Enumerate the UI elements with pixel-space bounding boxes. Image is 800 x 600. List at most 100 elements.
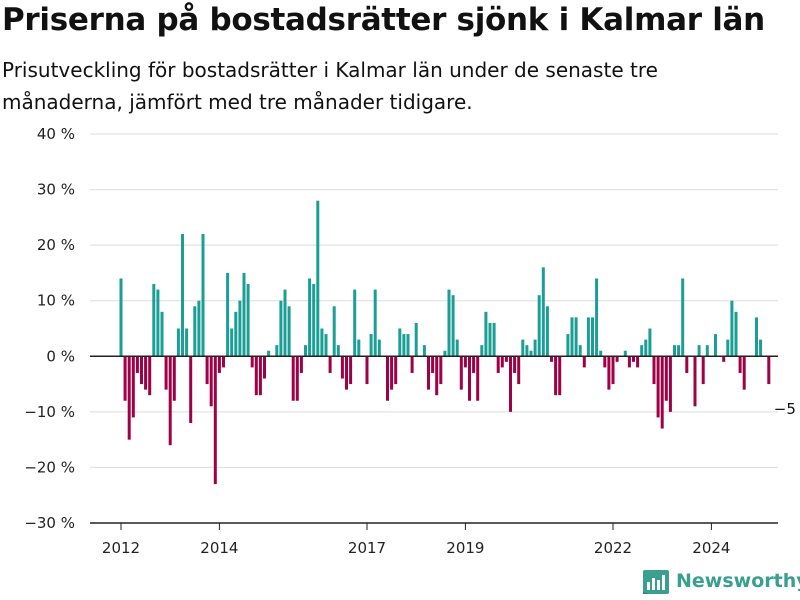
bar xyxy=(439,356,443,385)
bar xyxy=(476,356,480,401)
bar xyxy=(185,328,189,357)
bar xyxy=(156,289,160,357)
y-tick-label: 10 % xyxy=(37,292,75,310)
bar xyxy=(406,334,410,357)
bar xyxy=(582,356,586,368)
bar xyxy=(320,328,324,357)
bar xyxy=(714,334,717,357)
bar xyxy=(250,356,254,368)
bar xyxy=(242,272,246,357)
bar xyxy=(468,356,471,401)
bar xyxy=(402,334,406,357)
bar xyxy=(673,345,676,357)
bar xyxy=(537,295,541,357)
bar xyxy=(209,356,213,407)
bar xyxy=(730,300,734,357)
bar xyxy=(291,356,295,401)
bar xyxy=(414,322,418,357)
bar xyxy=(148,356,152,396)
bar xyxy=(648,328,652,357)
bar xyxy=(636,356,640,368)
bar xyxy=(336,345,340,357)
bar xyxy=(275,345,279,357)
bar xyxy=(181,234,184,357)
bar xyxy=(668,356,672,412)
x-tick-label: 2019 xyxy=(446,539,484,557)
bar xyxy=(463,356,467,368)
bar xyxy=(615,356,619,362)
bar xyxy=(201,234,205,357)
brand-name: Newsworthy xyxy=(676,570,800,592)
bar xyxy=(283,289,287,357)
bar xyxy=(459,356,463,390)
bar xyxy=(258,356,262,396)
bar xyxy=(697,345,701,357)
bar xyxy=(164,356,168,390)
bar xyxy=(373,289,377,357)
bar xyxy=(427,356,430,390)
bar xyxy=(693,356,697,407)
y-tick-label: 20 % xyxy=(37,236,75,254)
bar xyxy=(369,334,373,357)
bar xyxy=(496,356,500,373)
y-tick-label: −20 % xyxy=(24,458,75,476)
bar xyxy=(525,345,529,357)
bar xyxy=(455,339,459,357)
x-tick-label: 2014 xyxy=(200,539,238,557)
bar xyxy=(349,356,353,385)
bar xyxy=(705,345,709,357)
bar xyxy=(217,356,221,373)
bar xyxy=(332,306,336,357)
bar xyxy=(521,339,525,357)
bar xyxy=(390,356,394,390)
bar xyxy=(595,278,599,357)
bar xyxy=(205,356,209,385)
bar xyxy=(578,345,582,357)
bar xyxy=(652,356,656,385)
bars xyxy=(119,200,771,485)
newsworthy-logo: Newsworthy xyxy=(643,568,800,594)
gridlines xyxy=(90,133,778,524)
bar xyxy=(176,328,180,357)
x-tick-label: 2017 xyxy=(348,539,386,557)
bar xyxy=(131,356,135,418)
x-tick-label: 2024 xyxy=(692,539,730,557)
annotation: −5 % xyxy=(774,400,800,418)
bar xyxy=(160,311,164,357)
bar xyxy=(722,356,726,362)
bar xyxy=(656,356,660,418)
bar xyxy=(140,356,143,385)
chart-subtitle: Prisutveckling för bostadsrätter i Kalma… xyxy=(2,58,658,114)
bar xyxy=(222,356,225,368)
bar xyxy=(632,356,635,362)
bar xyxy=(664,356,668,401)
bar xyxy=(599,350,603,357)
bar xyxy=(484,311,488,357)
bar xyxy=(422,345,426,357)
bar xyxy=(312,284,316,357)
bar xyxy=(324,334,328,357)
bar xyxy=(340,356,344,379)
bar xyxy=(328,356,332,373)
bar xyxy=(152,284,156,357)
x-tick-label: 2012 xyxy=(102,539,140,557)
bar xyxy=(386,356,389,401)
bar xyxy=(627,356,631,368)
y-axis-labels: 40 % 30 % 20 % 10 % 0 % −10 % −20 % −30 % xyxy=(24,125,75,532)
bar xyxy=(492,322,496,357)
bar xyxy=(246,284,250,357)
bar xyxy=(345,356,348,390)
bar xyxy=(570,317,574,357)
bar xyxy=(431,356,435,373)
bar xyxy=(279,300,283,357)
bar xyxy=(517,356,521,385)
bar xyxy=(127,356,131,440)
newsworthy-icon xyxy=(643,570,669,594)
bar xyxy=(263,356,266,379)
bar xyxy=(541,267,545,357)
bar xyxy=(119,278,123,357)
bar xyxy=(304,345,307,357)
bar xyxy=(308,278,312,357)
bar xyxy=(607,356,611,390)
